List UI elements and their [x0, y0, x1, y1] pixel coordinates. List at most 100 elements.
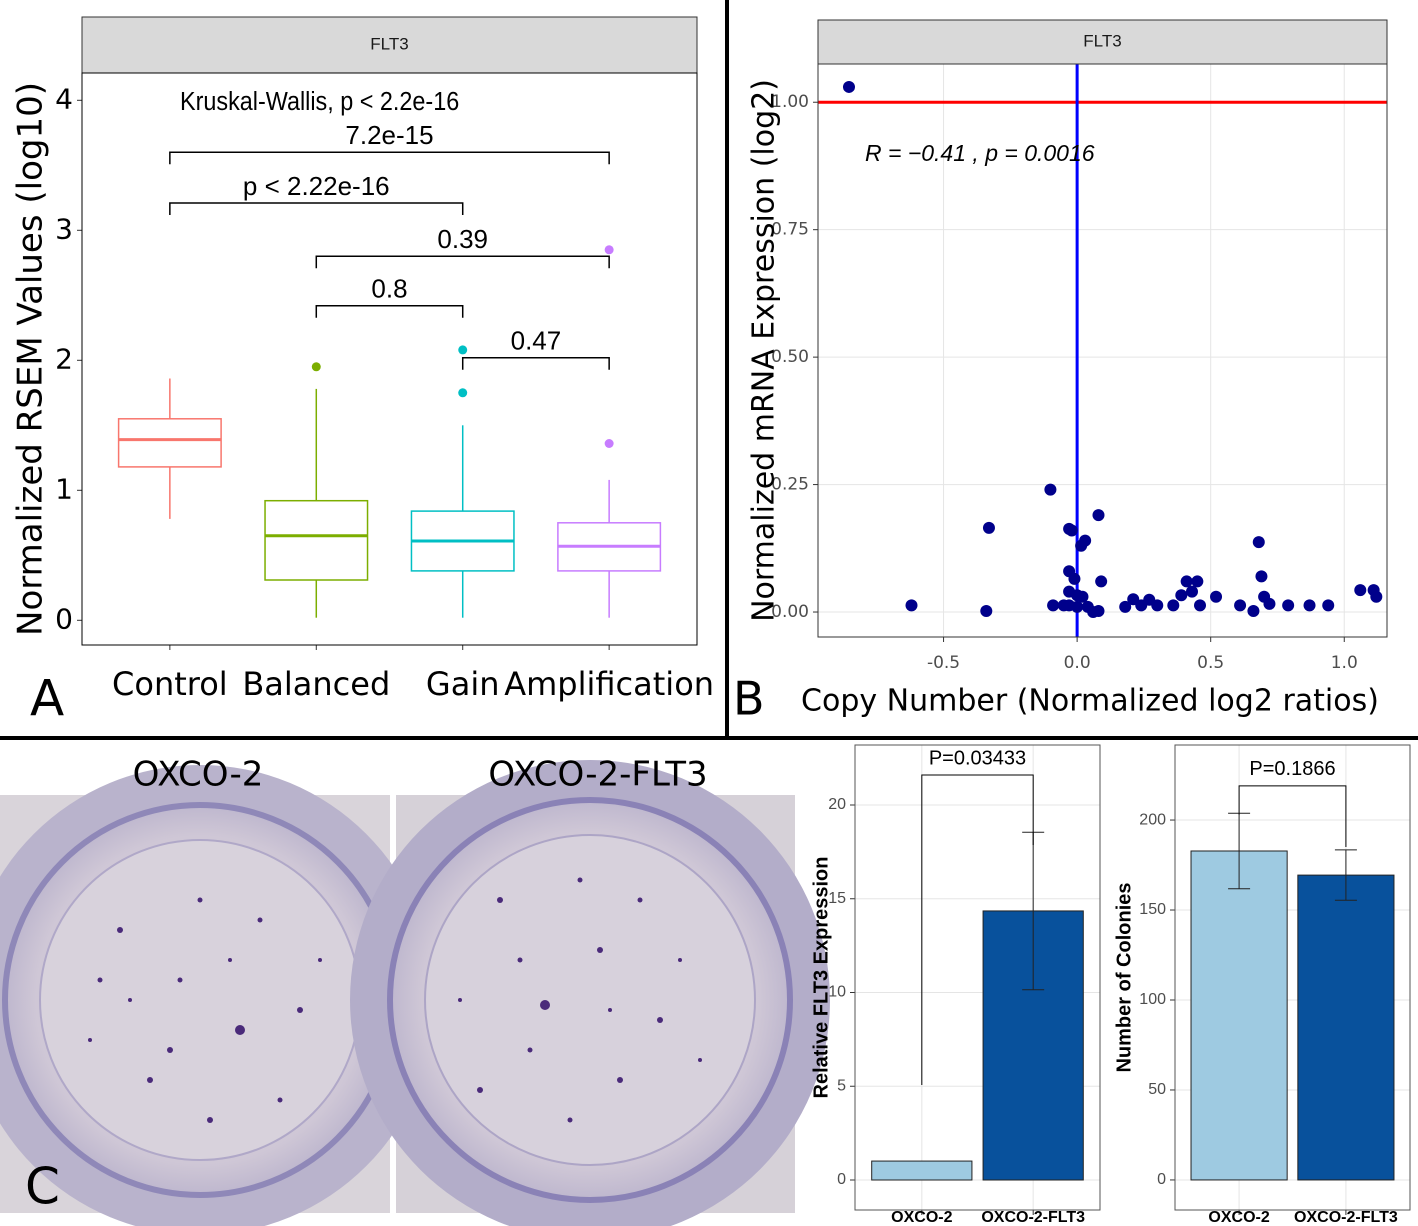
plot-area — [818, 64, 1387, 637]
outlier — [458, 388, 468, 398]
point — [1065, 524, 1078, 537]
point — [1234, 599, 1247, 612]
y-tick-label: 3 — [55, 212, 73, 245]
point — [1047, 599, 1060, 612]
comparison-bracket — [921, 774, 1034, 1085]
x-axis-label: Copy Number (Normalized log2 ratios) — [801, 684, 1379, 719]
y-axis-label: Normalized RSEM Values (log10) — [11, 82, 51, 636]
plate-image — [350, 760, 830, 1226]
point — [1255, 570, 1268, 583]
panel-border — [81, 72, 698, 646]
point — [1322, 599, 1335, 612]
y-tick-label: 15 — [828, 890, 846, 907]
point — [842, 80, 855, 93]
point — [1095, 575, 1108, 588]
y-axis-label: Normalized mRNA Expression (log2) — [747, 79, 782, 622]
annotation: Kruskal-Wallis, p < 2.2e-16 — [180, 88, 459, 116]
y-tick-label: 1 — [55, 472, 73, 505]
x-tick-label: Control — [112, 665, 228, 703]
point — [1247, 605, 1260, 618]
point — [982, 521, 995, 534]
y-tick-label: 2 — [55, 342, 73, 375]
bar — [871, 1160, 973, 1181]
point — [1071, 600, 1084, 613]
bar — [1190, 850, 1288, 1181]
point — [1370, 590, 1383, 603]
panel-label: A — [30, 670, 64, 728]
outlier — [458, 345, 468, 355]
y-tick-label: 0.00 — [771, 602, 809, 622]
point — [980, 605, 993, 618]
y-tick-label: 100 — [1139, 991, 1166, 1008]
point — [1092, 605, 1105, 618]
comparison-bracket — [315, 255, 610, 269]
point — [1044, 483, 1057, 496]
comparison-label: 0.8 — [371, 274, 407, 304]
point — [1092, 509, 1105, 522]
x-tick-label: -0.5 — [927, 653, 960, 673]
plate-title: OXCO-2-FLT3 — [488, 755, 707, 795]
x-tick-label: Balanced — [242, 665, 390, 703]
y-tick-label: 10 — [828, 984, 846, 1001]
x-tick-label: Gain — [426, 665, 500, 703]
plate-title: OXCO-2 — [133, 755, 264, 795]
y-tick-label: 0 — [55, 602, 73, 635]
point — [1167, 599, 1180, 612]
outlier — [604, 439, 614, 448]
comparison-bracket — [169, 202, 464, 215]
y-tick-label: 0.50 — [771, 347, 809, 367]
point — [905, 599, 918, 612]
point — [1303, 599, 1316, 612]
y-tick-label: 0 — [1157, 1171, 1166, 1188]
comparison-bracket — [461, 356, 610, 370]
strip-label: FLT3 — [1083, 31, 1121, 50]
y-axis-label: Number of Colonies — [1113, 882, 1135, 1072]
point — [1180, 575, 1193, 588]
x-tick-label: 0.5 — [1197, 653, 1224, 673]
x-tick-label: OXCO-2-FLT3 — [981, 1209, 1085, 1226]
comparison-bracket — [315, 304, 464, 318]
comparison-label: 0.39 — [437, 224, 488, 254]
y-tick-label: 5 — [837, 1077, 846, 1094]
box — [264, 499, 369, 581]
box — [117, 418, 222, 468]
annotation: R = −0.41 , p = 0.0016 — [865, 140, 1095, 166]
point — [1076, 590, 1089, 603]
x-tick-label: 1.0 — [1331, 653, 1358, 673]
x-tick-label: 0.0 — [1064, 653, 1091, 673]
point — [1175, 589, 1188, 602]
point — [1068, 572, 1081, 585]
y-tick-label: 1.00 — [771, 92, 809, 112]
point — [1263, 597, 1276, 610]
y-tick-label: 200 — [1139, 811, 1166, 828]
x-tick-label: OXCO-2 — [891, 1209, 952, 1226]
panel-label: B — [733, 672, 765, 726]
panel-border — [1174, 744, 1411, 1211]
comparison-label: P=0.03433 — [929, 747, 1026, 769]
point — [1079, 534, 1092, 547]
plate-image — [0, 765, 435, 1226]
y-tick-label: 20 — [828, 796, 846, 813]
strip — [817, 19, 1388, 65]
point — [1191, 575, 1204, 588]
bar — [1297, 874, 1395, 1181]
comparison-label: p < 2.22e-16 — [243, 171, 390, 201]
point — [1185, 585, 1198, 598]
y-tick-label: 150 — [1139, 901, 1166, 918]
comparison-label: 7.2e-15 — [345, 120, 433, 150]
y-axis-label: Relative FLT3 Expression — [810, 857, 832, 1099]
point — [1210, 590, 1223, 603]
comparison-bracket — [1238, 785, 1347, 848]
point — [1194, 599, 1207, 612]
y-tick-label: 4 — [55, 82, 73, 115]
x-tick-label: OXCO-2-FLT3 — [1294, 1209, 1398, 1226]
comparison-label: 0.47 — [511, 326, 562, 356]
outlier — [604, 245, 614, 255]
x-tick-label: Amplification — [504, 665, 714, 703]
y-tick-label: 0 — [837, 1171, 846, 1188]
y-tick-label: 0.75 — [771, 220, 809, 240]
point — [1354, 584, 1367, 597]
strip — [81, 16, 698, 74]
strip-label: FLT3 — [370, 34, 408, 53]
